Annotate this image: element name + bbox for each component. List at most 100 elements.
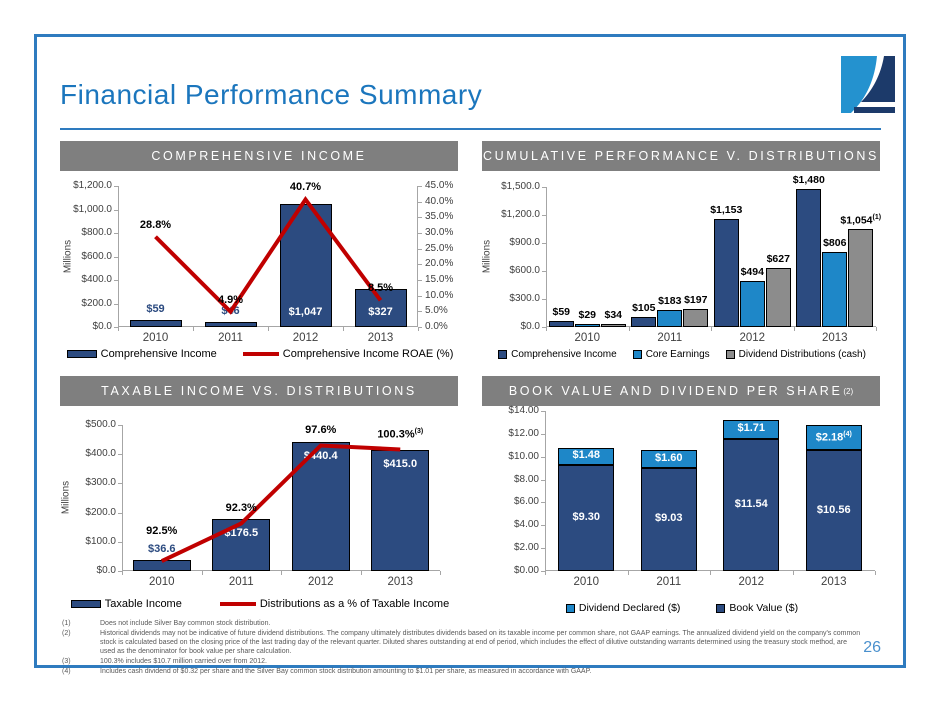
footnote-ref: (4) xyxy=(843,430,852,438)
axis-tick xyxy=(542,299,546,300)
axis-tick xyxy=(118,454,122,456)
bar xyxy=(354,288,407,327)
company-logo xyxy=(841,56,895,113)
x-axis-label: 2010 xyxy=(573,576,600,588)
legend-item: Core Earnings xyxy=(632,349,710,360)
legend-item: Dividend Distributions (cash) xyxy=(725,349,866,360)
axis-tick xyxy=(114,280,118,281)
chart-taxable-income: $0.0 $100.0 $200.0 $300.0 $400.0 $500.0 Millio… xyxy=(60,409,460,621)
y-axis-tick-label: $600.0 xyxy=(509,265,540,276)
y-axis-tick-label: $1,200.0 xyxy=(73,180,112,191)
plot-area xyxy=(122,425,440,571)
line-value-label: 97.6% xyxy=(305,424,337,437)
axis-tick xyxy=(628,327,630,331)
axis-tick xyxy=(114,327,118,328)
axis-tick xyxy=(118,483,122,485)
bar-value-label: $2.18(4) xyxy=(815,430,852,444)
legend-swatch xyxy=(498,350,508,359)
axis-tick xyxy=(118,327,119,331)
axis-tick xyxy=(343,327,344,331)
y-axis-right-tick-label: 45.0% xyxy=(425,180,454,191)
y-axis-tick-label: $400.0 xyxy=(81,274,112,285)
footnote-number: (1) xyxy=(62,620,71,627)
bar-value-label: $806 xyxy=(823,236,847,249)
line-value-label: 92.3% xyxy=(225,502,257,515)
bar xyxy=(640,449,697,468)
bar xyxy=(723,439,780,571)
y-axis-right-tick-label: 40.0% xyxy=(425,195,454,207)
axis-tick xyxy=(418,327,419,331)
axis-tick xyxy=(541,548,545,550)
bar-value-label: $11.54 xyxy=(734,498,768,511)
bar-value-label: $494 xyxy=(740,265,764,278)
bar-value-label: $183 xyxy=(658,294,682,307)
bar xyxy=(204,321,257,327)
line-value-label: 8.5% xyxy=(367,282,394,295)
bar-value-label: $9.03 xyxy=(654,512,683,525)
bar xyxy=(558,447,615,465)
axis-tick xyxy=(440,571,441,575)
axis-tick xyxy=(542,327,546,328)
axis-tick xyxy=(541,525,545,527)
axis-tick xyxy=(201,571,203,575)
legend-item: Comprehensive Income xyxy=(498,349,617,360)
line-value-label: 92.5% xyxy=(146,525,178,538)
y-axis-right-tick-label: 15.0% xyxy=(425,274,454,285)
legend-item: Comprehensive Income ROAE (%) xyxy=(242,348,454,360)
legend-swatch xyxy=(66,350,97,358)
line-value-label: 100.3%(3) xyxy=(377,428,424,442)
y-axis-tick-label: $300.0 xyxy=(85,477,116,489)
legend-label: Dividend Declared ($) xyxy=(578,602,681,614)
trend-line xyxy=(154,196,383,315)
chart-legend: Dividend Declared ($) Book Value ($) xyxy=(482,602,882,614)
legend-label: Comprehensive Income xyxy=(100,348,217,360)
bar-value-label: $1.71 xyxy=(737,422,766,435)
plot-area xyxy=(546,187,876,327)
bar-value-label: $176.5 xyxy=(224,527,259,540)
y-axis-right-tick-label: 25.0% xyxy=(425,242,454,254)
axis-tick xyxy=(114,233,118,234)
bar xyxy=(640,467,697,571)
y-axis-tick-label: $200.0 xyxy=(81,297,112,309)
legend-swatch xyxy=(219,602,256,606)
plot-area xyxy=(545,411,875,571)
y-axis-right-tick-label: 20.0% xyxy=(425,258,454,270)
axis-tick xyxy=(193,327,194,331)
bar-value-label: $10.56 xyxy=(816,503,851,516)
legend-label: Comprehensive Income ROAE (%) xyxy=(282,348,454,360)
legend-label: Book Value ($) xyxy=(729,602,799,614)
y-axis-tick-label: $300.0 xyxy=(509,293,540,304)
line-value-label: 28.8% xyxy=(139,218,172,231)
panel-header-book-value: BOOK VALUE AND DIVIDEND PER SHARE (2) xyxy=(482,376,880,406)
x-axis-label: 2012 xyxy=(738,576,765,588)
y-axis-tick-label: $1,000.0 xyxy=(73,203,112,215)
x-axis-label: 2010 xyxy=(574,332,601,344)
slide: Financial Performance Summary COMPREHENS… xyxy=(34,34,906,675)
axis-tick xyxy=(114,186,118,187)
y-axis-tick-label: $4.00 xyxy=(513,519,539,531)
legend-label: Comprehensive Income xyxy=(511,349,617,360)
bar-value-label: $1.48 xyxy=(572,449,601,462)
legend-item: Comprehensive Income xyxy=(66,348,217,360)
x-axis-label: 2012 xyxy=(292,332,319,344)
bar-value-label: $1,153 xyxy=(710,204,743,217)
chart-book-value: $0.00 $2.00 $4.00 $6.00 $8.00 $10.00 $12.00 $14… xyxy=(482,403,882,621)
legend-swatch xyxy=(632,350,642,359)
axis-tick xyxy=(545,571,546,575)
axis-tick xyxy=(418,233,422,234)
axis-tick xyxy=(418,201,422,203)
chart-legend: Comprehensive Income Comprehensive Income… xyxy=(60,348,460,360)
y-axis-tick-label: $500.0 xyxy=(85,419,116,430)
footnote-ref: (2) xyxy=(843,386,854,396)
y-axis-right-tick-label: 10.0% xyxy=(425,289,454,301)
y-axis-tick-label: $200.0 xyxy=(85,506,116,518)
x-axis-label: 2010 xyxy=(148,576,175,588)
axis-tick xyxy=(114,303,118,305)
y-axis-title: Millions xyxy=(60,480,72,515)
axis-tick xyxy=(541,456,545,458)
y-axis-tick-label: $600.0 xyxy=(81,250,112,262)
bar xyxy=(765,268,791,327)
x-axis-label: 2011 xyxy=(656,576,682,588)
bar xyxy=(805,450,862,571)
